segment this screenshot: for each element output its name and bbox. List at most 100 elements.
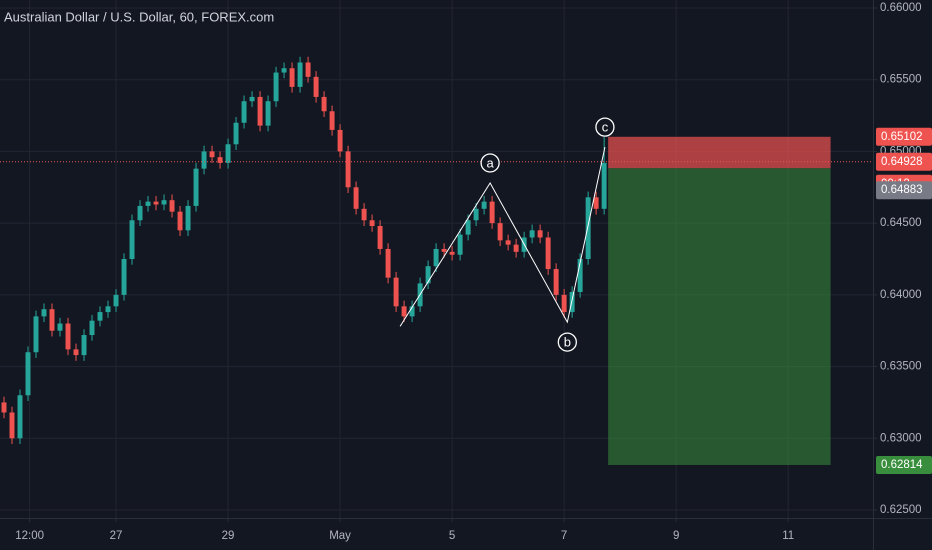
entry-label-box — [876, 181, 932, 200]
candle-body — [305, 62, 311, 77]
candle-body — [193, 168, 199, 206]
x-tick-label: 9 — [673, 530, 679, 542]
candle-body — [177, 211, 183, 231]
stop-zone — [608, 136, 831, 169]
wave-label: a — [486, 155, 494, 170]
candle-body — [377, 226, 383, 249]
candle-body — [257, 96, 263, 126]
candle-body — [41, 309, 47, 317]
candle-body — [385, 248, 391, 278]
candle-body — [233, 122, 239, 145]
candle-body — [57, 323, 63, 331]
x-tick-label: 5 — [449, 530, 455, 542]
candle-body — [145, 201, 151, 206]
wave-line — [399, 147, 606, 327]
candle-body — [297, 62, 303, 87]
y-tick-label: 0.64000 — [880, 289, 922, 301]
x-tick-label: 29 — [222, 530, 235, 542]
candle-body — [129, 220, 135, 259]
stop-label-box — [876, 127, 932, 146]
x-tick-label: 12:00 — [15, 530, 44, 542]
candle-body — [209, 151, 215, 158]
candle-body — [137, 205, 143, 221]
y-tick-label: 0.64500 — [880, 217, 922, 229]
candle-body — [81, 335, 87, 356]
candle-body — [265, 101, 271, 126]
x-tick-label: May — [329, 530, 351, 542]
candle-body — [273, 72, 279, 102]
candle-body — [161, 200, 167, 205]
y-tick-label: 0.66000 — [880, 2, 922, 14]
candle-body — [585, 197, 591, 259]
candle-body — [281, 68, 287, 73]
candle-body — [321, 96, 327, 112]
candle-body — [457, 234, 463, 255]
y-tick-label: 0.62500 — [880, 504, 922, 516]
candle-body — [441, 248, 447, 252]
target-label-box — [876, 455, 932, 474]
candle-body — [113, 294, 119, 307]
candle-body — [425, 266, 431, 284]
candle-body — [185, 205, 191, 231]
candle-body — [25, 352, 31, 396]
candle-body — [369, 220, 375, 227]
candle-body — [593, 197, 599, 209]
candle-body — [9, 412, 15, 439]
y-tick-label: 0.65500 — [880, 74, 922, 86]
candle-body — [529, 230, 535, 238]
x-tick-label: 7 — [561, 530, 567, 542]
chart-title: Australian Dollar / U.S. Dollar, 60, FOR… — [4, 9, 274, 24]
last-price-label: 0.64928 — [881, 156, 923, 168]
candle-body — [249, 96, 255, 102]
candle-body — [105, 306, 111, 313]
candle-body — [433, 248, 439, 267]
candle-body — [545, 237, 551, 270]
candle-body — [153, 201, 159, 205]
wave-label: b — [564, 335, 571, 350]
candle-body — [241, 101, 247, 123]
candle-body — [121, 259, 127, 295]
candle-body — [489, 201, 495, 224]
y-tick-label: 0.63500 — [880, 361, 922, 373]
candle-body — [89, 320, 95, 336]
candle-body — [1, 402, 7, 413]
candle-body — [561, 294, 567, 313]
candle-body — [537, 230, 543, 238]
candle-body — [505, 240, 511, 245]
wave-label-circle — [595, 117, 615, 137]
candle-body — [513, 244, 519, 252]
wave-label-circle — [557, 332, 577, 352]
candle-body — [337, 129, 343, 152]
candle-body — [225, 144, 231, 163]
target-label: 0.62814 — [881, 459, 923, 471]
x-tick-label: 11 — [782, 530, 794, 542]
y-tick-label: 0.63000 — [880, 432, 922, 444]
candle-body — [401, 306, 407, 317]
entry-label: 0.64883 — [881, 184, 923, 196]
candle-body — [97, 312, 103, 321]
candle-body — [577, 259, 583, 292]
candle-body — [217, 157, 223, 163]
candle-body — [17, 395, 23, 439]
candle-body — [65, 323, 71, 350]
candle-body — [601, 162, 607, 209]
candle-body — [329, 111, 335, 130]
candle-body — [481, 201, 487, 209]
candle-body — [73, 349, 79, 356]
candle-body — [497, 223, 503, 241]
target-zone — [608, 168, 831, 465]
candle-body — [361, 208, 367, 221]
stop-label: 0.65102 — [881, 131, 923, 143]
x-tick-label: 27 — [110, 530, 123, 542]
candle-body — [465, 220, 471, 235]
candle-body — [49, 309, 55, 331]
candle-body — [409, 306, 415, 317]
last-price-label-box — [876, 152, 932, 171]
candle-body — [313, 76, 319, 97]
candle-body — [393, 277, 399, 307]
wave-label: c — [602, 120, 609, 135]
candle-body — [169, 200, 175, 212]
candle-body — [353, 187, 359, 209]
candle-body — [345, 151, 351, 188]
